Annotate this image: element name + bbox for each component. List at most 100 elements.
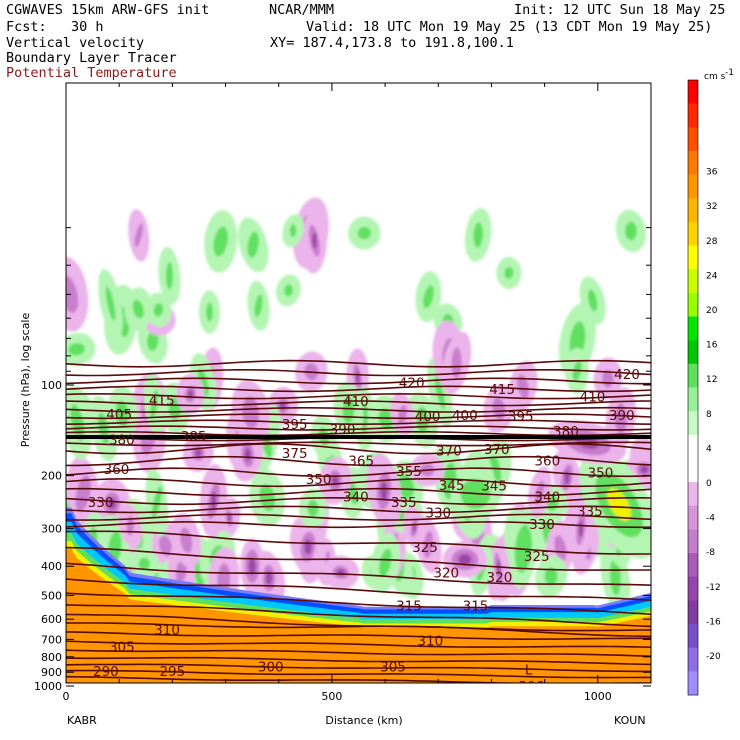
colorbar-cell [688, 529, 698, 554]
x-tick-label: 500 [321, 690, 342, 703]
theta-contour [66, 521, 651, 529]
y-tick-label: 600 [41, 613, 62, 626]
updraft-core [153, 303, 164, 317]
theta-contour [66, 455, 651, 467]
theta-label: 360 [534, 453, 560, 469]
theta-contour [66, 663, 651, 673]
theta-contour [66, 400, 651, 407]
updraft-core [147, 330, 159, 351]
colorbar-cell [688, 647, 698, 672]
downdraft-max [355, 370, 360, 384]
colorbar-frame [687, 79, 699, 696]
theta-label: 310 [417, 633, 443, 649]
theta-label: 365 [348, 453, 374, 469]
downdraft-core [614, 403, 627, 434]
colorbar-label: 32 [706, 202, 717, 212]
updraft-core [609, 558, 621, 596]
colorbar-label: 28 [706, 237, 718, 247]
theta-contour [66, 406, 651, 413]
theta-contour [66, 562, 651, 586]
init-time: Init: 12 UTC Sun 18 May 25 [514, 2, 726, 18]
colorbar-cell [688, 80, 698, 104]
theta-contour [66, 675, 651, 683]
colorbar-cell [688, 198, 698, 223]
feature-cell [248, 557, 256, 575]
theta-label: 340 [534, 490, 560, 506]
downdraft-max [195, 449, 202, 457]
updraft-core [206, 302, 213, 322]
theta-contour [66, 392, 651, 400]
colorbar-label: -20 [706, 652, 721, 662]
theta-label: 310 [154, 623, 180, 639]
theta-label: 395 [508, 409, 534, 425]
updraft-core [132, 299, 144, 319]
downdraft-core [75, 475, 91, 512]
y-tick-label: 700 [41, 633, 62, 646]
downdraft-core [534, 480, 545, 505]
downdraft-core [554, 535, 567, 562]
theta-label: 380 [109, 433, 135, 449]
colorbar-cell [688, 269, 698, 294]
theta-contour [66, 377, 651, 385]
colorbar-label: 0 [706, 479, 712, 489]
theta-label: 290 [93, 664, 119, 680]
model-title: CGWAVES 15km ARW-GFS init [6, 2, 210, 18]
y-tick-label: 500 [41, 589, 62, 602]
downdraft-max [244, 448, 251, 461]
colorbar-cell [688, 600, 698, 625]
downdraft-max [380, 481, 388, 501]
colorbar-cell [688, 174, 698, 199]
x-left-station: KABR [67, 714, 97, 727]
colorbar-label: 36 [706, 168, 718, 178]
downdraft-max [578, 520, 583, 538]
downdraft-core [398, 405, 407, 425]
x-right-station: KOUN [614, 714, 646, 727]
theta-contour [66, 385, 651, 393]
theta-label: 350 [588, 465, 614, 481]
updraft-core [544, 567, 558, 586]
colorbar-cell [688, 292, 698, 317]
updraft-core [434, 375, 446, 410]
colorbar-label: -16 [706, 617, 721, 627]
colorbar-cell [688, 103, 698, 128]
updraft-core [284, 284, 293, 297]
updraft-core [423, 285, 434, 309]
theta-contour [66, 496, 651, 506]
theta-contour [66, 546, 651, 571]
potential-temperature-contours [66, 359, 651, 683]
colorbar-label: -12 [706, 583, 721, 593]
y-tick-label: 1000 [34, 680, 62, 693]
y-tick-label: 100 [41, 379, 62, 392]
colorbar-cell [688, 316, 698, 341]
updraft-core [357, 226, 372, 240]
theta-contour [66, 592, 651, 616]
updraft-core [105, 286, 116, 321]
colorbar-label: 8 [706, 410, 712, 420]
y-tick-label: 800 [41, 651, 62, 664]
theta-label: 410 [343, 394, 369, 410]
theta-label: 330 [529, 517, 555, 533]
plot-area: 420 420 415 415 410 410 405 400 400 395 395 390 390 3… [66, 83, 651, 683]
downdraft-max [210, 491, 217, 511]
colorbar-label: -4 [706, 514, 715, 524]
theta-label: 295 [159, 664, 185, 680]
theta-contour [66, 578, 651, 601]
theta-label: 330 [425, 505, 451, 521]
downdraft-max [640, 465, 649, 474]
colorbar-label: 16 [706, 341, 718, 351]
theta-contour [66, 419, 651, 425]
theta-contour [66, 631, 651, 640]
theta-label: 335 [391, 495, 417, 511]
colorbar-cell [688, 482, 698, 507]
updraft-core [259, 484, 276, 512]
theta-label: 410 [580, 389, 606, 405]
theta-label: 305 [109, 640, 135, 656]
y-tick-label: 900 [41, 666, 62, 679]
theta-label: 360 [104, 462, 130, 478]
valid-time: Valid: 18 UTC Mon 19 May 25 (13 CDT Mon … [306, 19, 713, 35]
updraft-core [624, 221, 637, 241]
colorbar-cell [688, 458, 698, 483]
theta-label: 395 [282, 417, 308, 433]
